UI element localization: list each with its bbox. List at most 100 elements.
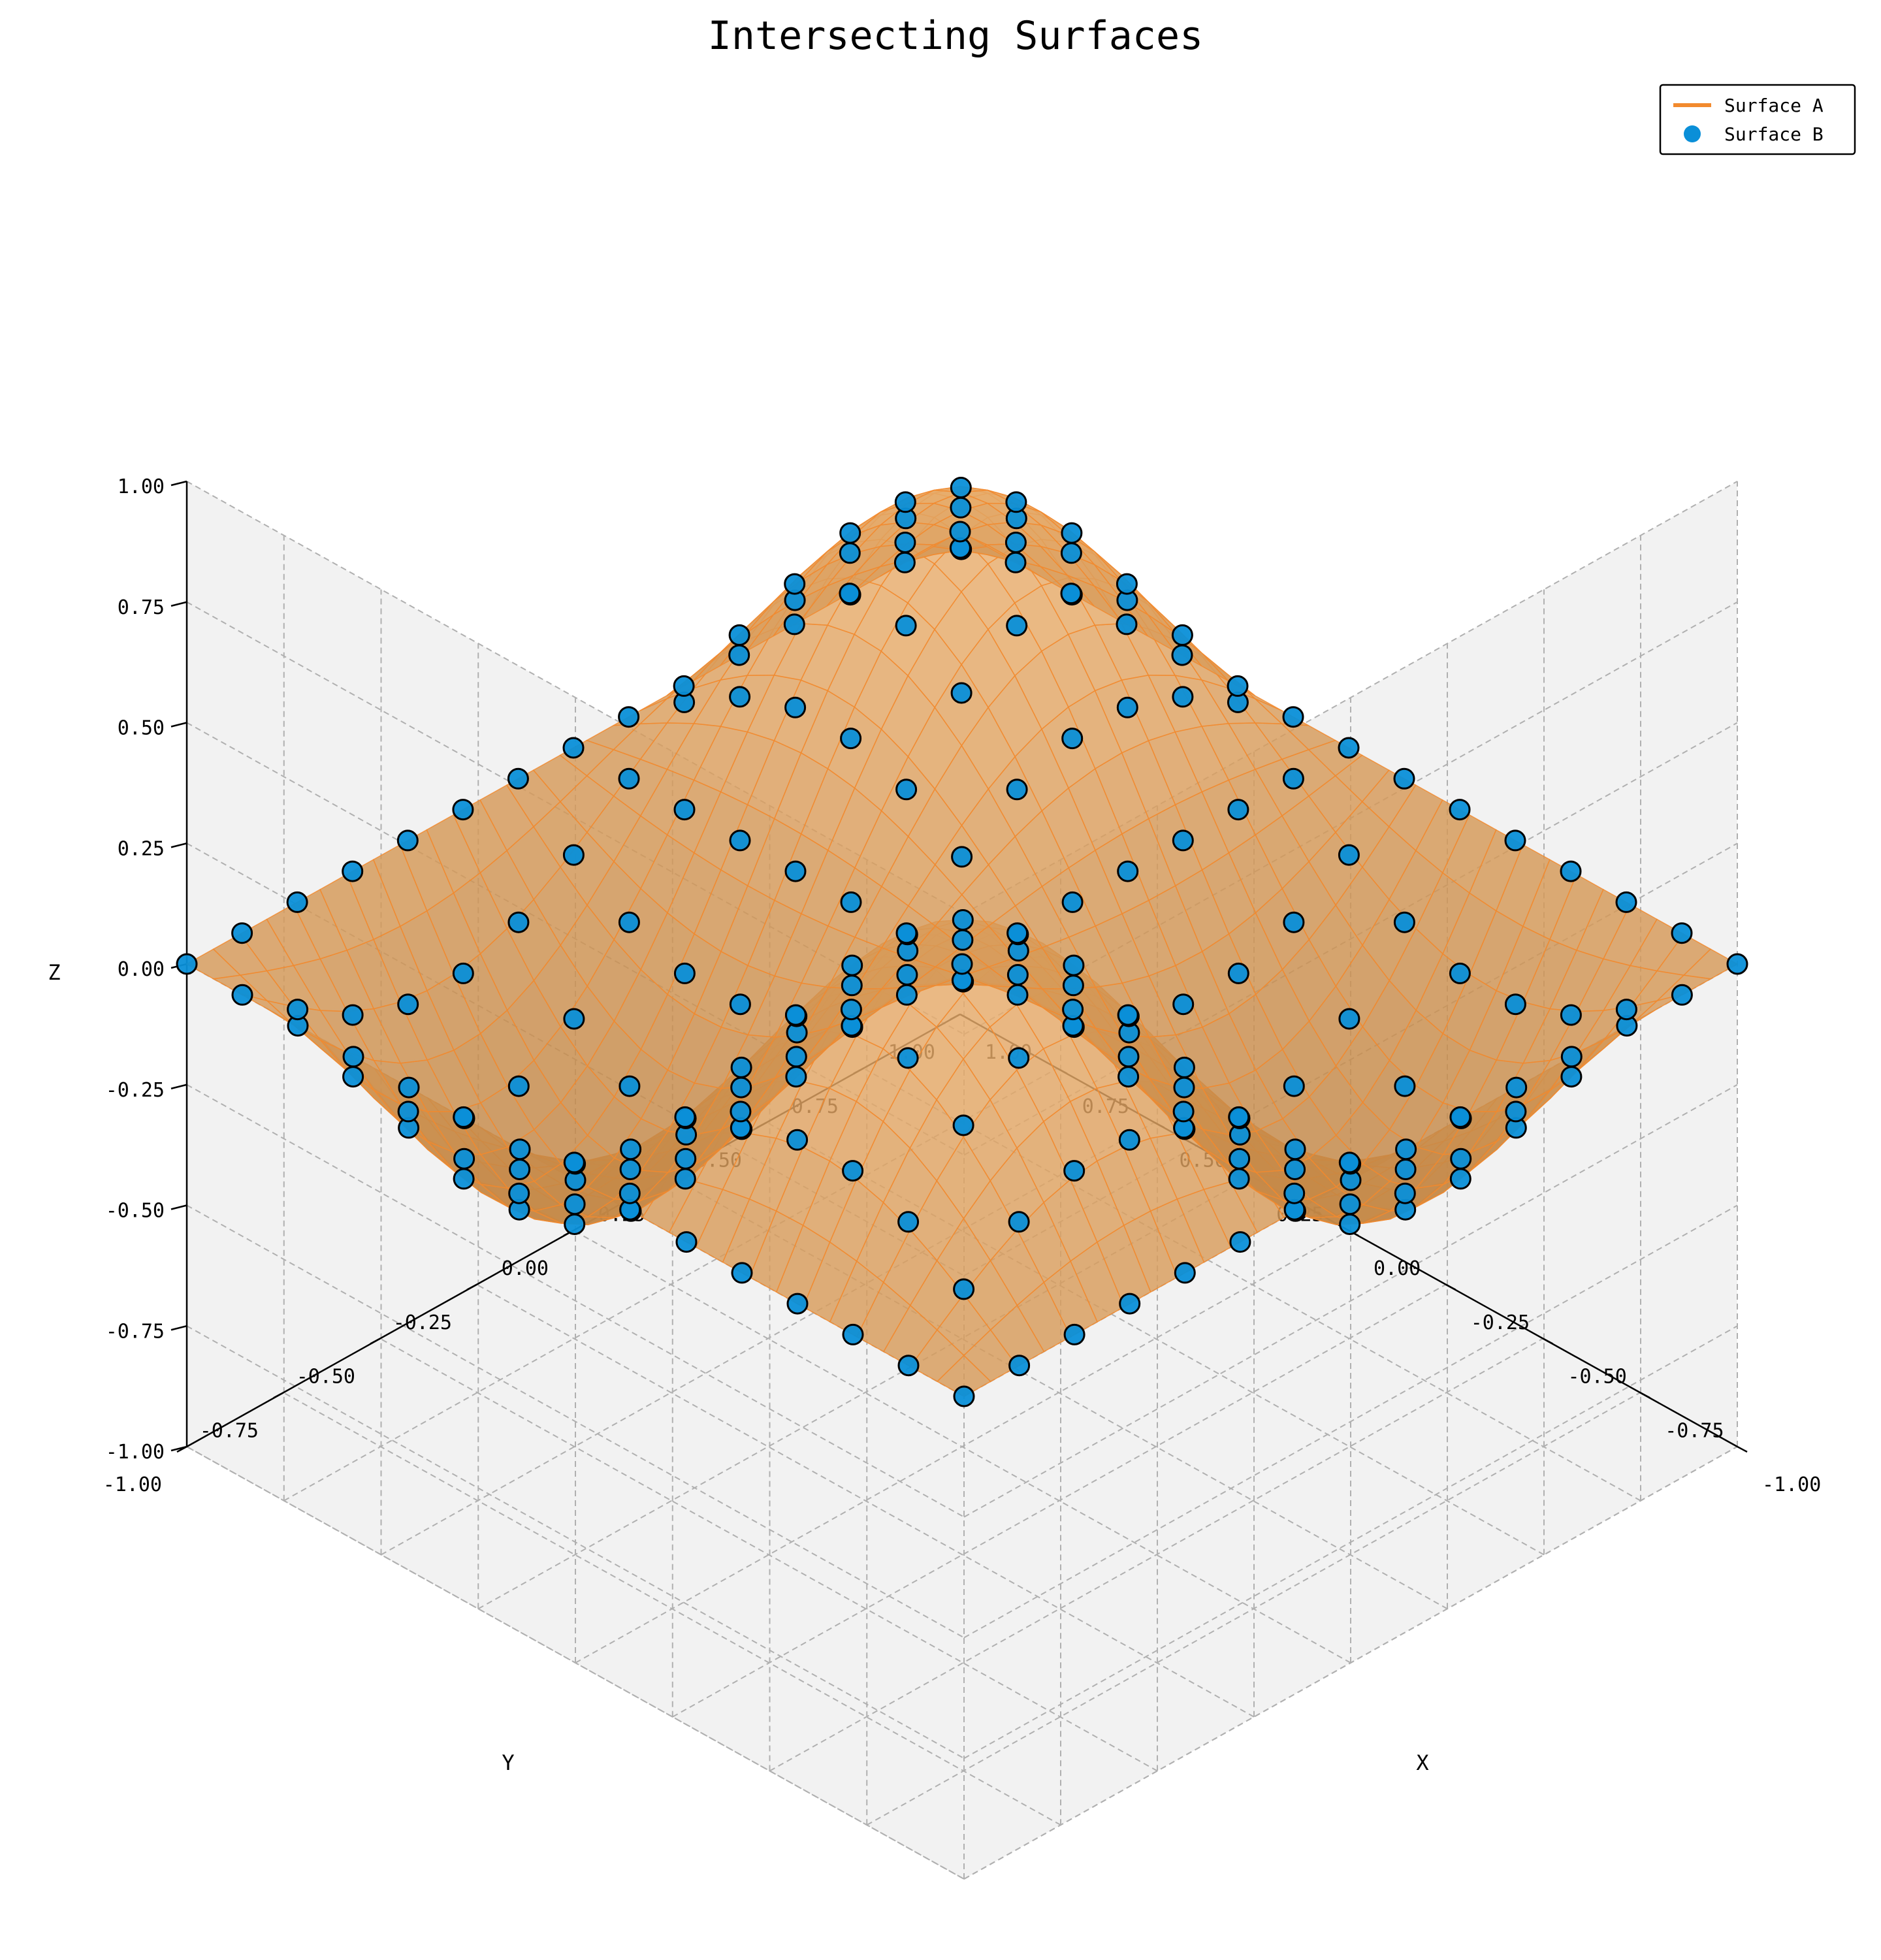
surface-b-point <box>564 1213 586 1235</box>
surface-b-point <box>950 682 973 704</box>
surface-b-point <box>1227 675 1249 697</box>
surface-b-point <box>1061 728 1084 750</box>
surface-b-point <box>1282 706 1304 728</box>
surface-b-point <box>1172 993 1195 1016</box>
surface-b-point <box>1173 1076 1195 1099</box>
z-axis-label: Z <box>48 960 60 985</box>
surface-b-point <box>1449 1106 1471 1128</box>
legend[interactable]: Surface A Surface B <box>1659 84 1856 155</box>
surface-b-point <box>1228 1168 1250 1190</box>
surface-b-point <box>287 999 309 1021</box>
surface-b-point <box>893 551 916 573</box>
surface-b-point <box>507 1075 530 1097</box>
surface-b-point <box>839 542 861 564</box>
surface-b-point <box>897 1047 919 1069</box>
surface-b-point <box>1173 1056 1195 1078</box>
surface-b-point <box>1008 1211 1030 1233</box>
surface-b-point <box>1172 686 1194 708</box>
surface-b-point <box>619 1075 641 1097</box>
surface-b-point <box>786 1293 809 1315</box>
surface-b-point <box>1449 962 1471 984</box>
surface-b-point <box>840 728 862 750</box>
x-tick-label: 0.00 <box>1374 1257 1421 1280</box>
surface-b-point <box>839 522 861 544</box>
surface-b-point <box>176 953 198 975</box>
legend-label-surface-a: Surface A <box>1724 95 1824 116</box>
surface-b-point <box>508 1182 530 1204</box>
surface-b-point <box>729 993 751 1016</box>
z-tick <box>170 722 187 728</box>
surface-b-point <box>951 953 973 975</box>
surface-b-point <box>342 1046 364 1068</box>
surface-b-point <box>1560 860 1582 882</box>
surface-b-point <box>1393 767 1415 790</box>
surface-b-point <box>952 1114 974 1136</box>
y-tick-label: -0.75 <box>200 1419 259 1442</box>
surface-b-point <box>674 1168 696 1190</box>
z-tick-label: 0.00 <box>118 958 165 981</box>
surface-b-point <box>841 954 863 976</box>
x-tick <box>1445 1283 1456 1291</box>
surface-b-point <box>1615 891 1637 913</box>
surface-b-point <box>396 829 419 852</box>
surface-b-point <box>839 583 861 605</box>
surface-b-point <box>618 706 640 728</box>
surface-b-point <box>1060 583 1082 605</box>
surface-b-point <box>895 779 918 801</box>
surface-b-point <box>1116 573 1138 595</box>
x-tick <box>1639 1392 1650 1399</box>
surface-b-point <box>1671 984 1693 1006</box>
surface-b-point <box>1283 1075 1305 1097</box>
surface-b-point <box>728 624 750 646</box>
surface-b-point <box>562 737 585 759</box>
surface-b-point <box>731 1262 753 1284</box>
surface-b-point <box>1005 551 1027 573</box>
y-tick-label: -0.25 <box>393 1311 452 1334</box>
surface-b-points <box>176 477 1748 1407</box>
surface-b-point <box>1171 644 1193 666</box>
x-tick-label: -0.25 <box>1471 1311 1530 1334</box>
surface-b-point <box>1171 624 1193 646</box>
y-tick <box>273 1392 284 1399</box>
surface-b-point <box>1227 962 1249 984</box>
z-tick <box>170 1445 187 1452</box>
z-tick <box>170 601 187 607</box>
grid-line-z-right <box>963 1204 1738 1639</box>
surface-b-point <box>842 1323 864 1345</box>
z-tick <box>170 1204 187 1210</box>
x-tick-label: -0.75 <box>1665 1419 1724 1442</box>
surface-b-point <box>1061 522 1083 544</box>
surface-b-point <box>897 1355 920 1377</box>
z-tick-label: -0.50 <box>106 1200 165 1223</box>
surface-b-point <box>1339 1193 1361 1215</box>
surface-b-point <box>1061 891 1084 913</box>
grid-line-y-floor <box>669 1176 1448 1610</box>
surface-b-point <box>1005 532 1027 553</box>
surface-b-point <box>509 1159 531 1180</box>
y-tick <box>466 1283 477 1291</box>
z-tick-label: 0.75 <box>118 596 165 619</box>
surface-b-point <box>1449 1168 1471 1190</box>
surface-b-point <box>1117 1004 1139 1026</box>
surface-b-point <box>950 496 972 519</box>
surface-b-point <box>618 911 640 933</box>
surface-b-point <box>619 1182 641 1204</box>
surface-b-point <box>784 696 807 718</box>
surface-b-point <box>784 860 807 882</box>
surface-b-point <box>398 1076 420 1099</box>
surface-b-point <box>1116 696 1138 718</box>
legend-dot-icon <box>1684 125 1701 142</box>
surface-b-point <box>950 477 972 498</box>
surface-b-point <box>452 799 474 821</box>
surface-b-point <box>1006 922 1029 944</box>
surface-b-point <box>507 767 529 790</box>
surface-b-point <box>1560 1004 1582 1026</box>
legend-frame <box>1659 84 1856 155</box>
z-tick <box>170 1084 187 1089</box>
surface-b-point <box>562 844 585 866</box>
z-tick-label: -1.00 <box>106 1441 165 1464</box>
surface-b-point <box>1560 1066 1583 1088</box>
surface-b-point <box>231 984 253 1006</box>
surface-b-point <box>1338 1151 1360 1174</box>
grid-line-y-floor <box>766 1121 1545 1556</box>
